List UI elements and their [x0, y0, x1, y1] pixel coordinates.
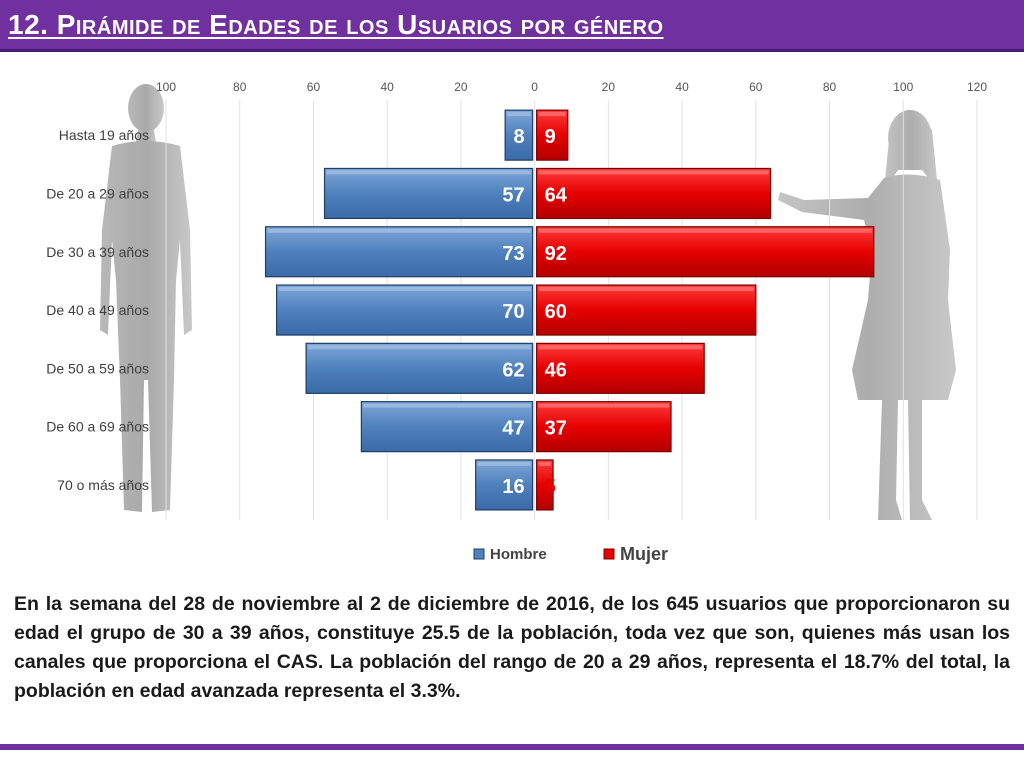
data-label-mujer: 5 [545, 476, 556, 498]
data-label-hombre: 16 [502, 476, 524, 498]
bar-hombre [323, 167, 534, 220]
bar-hombre [275, 284, 534, 336]
data-label-hombre: 8 [514, 126, 525, 148]
category-label: De 50 a 59 años [46, 360, 149, 376]
bar-mujer-highlight [538, 287, 754, 292]
bar-hombre-highlight [477, 461, 531, 466]
x-tick-label: 100 [156, 80, 176, 94]
category-label: Hasta 19 años [59, 127, 149, 143]
bar-mujer [536, 342, 705, 394]
bar-hombre [264, 226, 534, 278]
legend-swatch-hombre [473, 548, 485, 560]
bar-hombre-highlight [278, 287, 531, 292]
bar-mujer-highlight [538, 403, 670, 408]
page-title: 12. Pirámide de Edades de los Usuarios p… [8, 9, 664, 40]
bar-mujer [536, 167, 772, 220]
x-tick-label: 60 [307, 80, 321, 94]
legend-swatch-mujer [603, 548, 615, 560]
bar-mujer-highlight [538, 228, 872, 233]
category-label: De 40 a 49 años [46, 302, 149, 318]
bar-mujer [536, 109, 569, 161]
legend-label-mujer: Mujer [620, 544, 668, 564]
x-tick-label: 80 [233, 80, 247, 94]
summary-paragraph: En la semana del 28 de noviembre al 2 de… [14, 593, 1010, 702]
data-label-mujer: 92 [545, 243, 567, 265]
bar-hombre-highlight [267, 228, 531, 233]
bar-hombre [360, 401, 534, 453]
category-label: 70 o más años [57, 477, 149, 493]
data-label-mujer: 60 [545, 301, 567, 323]
bar-hombre [504, 109, 534, 161]
bar-hombre [305, 342, 534, 394]
x-tick-label: 120 [967, 80, 987, 94]
category-label: De 20 a 29 años [46, 185, 149, 201]
x-tick-label: 40 [381, 80, 395, 94]
data-label-mujer: 46 [545, 359, 567, 381]
bar-mujer [536, 284, 757, 336]
data-label-hombre: 62 [502, 359, 524, 381]
bar-mujer [536, 401, 672, 453]
bar-mujer-highlight [538, 345, 703, 350]
male-silhouette-icon [100, 84, 192, 512]
bar-hombre-highlight [326, 170, 531, 175]
bar-hombre-highlight [308, 345, 531, 350]
data-label-hombre: 70 [502, 301, 524, 323]
category-label: De 30 a 39 años [46, 244, 149, 260]
bar-mujer [536, 226, 875, 278]
data-label-hombre: 57 [502, 184, 524, 206]
bar-hombre [475, 459, 534, 511]
data-label-mujer: 37 [545, 418, 567, 440]
bar-mujer-highlight [538, 170, 769, 175]
female-silhouette-icon [778, 110, 956, 520]
category-label: De 60 a 69 años [46, 419, 149, 435]
x-tick-label: 20 [602, 80, 616, 94]
legend-label-hombre: Hombre [490, 546, 547, 563]
x-tick-label: 100 [893, 80, 913, 94]
x-tick-label: 80 [823, 80, 837, 94]
bar-mujer-highlight [538, 461, 552, 466]
data-label-mujer: 64 [545, 184, 568, 206]
bar-mujer [536, 459, 554, 511]
bar-hombre-highlight [507, 112, 531, 117]
x-tick-label: 20 [454, 80, 468, 94]
title-bar: 12. Pirámide de Edades de los Usuarios p… [0, 0, 1024, 52]
x-tick-label: 40 [675, 80, 689, 94]
data-label-hombre: 73 [502, 243, 524, 265]
footer-bar [0, 744, 1024, 750]
bar-hombre-highlight [363, 403, 531, 408]
data-label-hombre: 47 [502, 418, 524, 440]
data-label-mujer: 9 [545, 126, 556, 148]
x-tick-label: 0 [531, 80, 538, 94]
bar-mujer-highlight [538, 112, 566, 117]
x-tick-label: 60 [749, 80, 763, 94]
age-pyramid-chart: 100 80 60 40 20 0 20 40 60 80 100 120 Hasta 19 años 8… [46, 80, 987, 564]
